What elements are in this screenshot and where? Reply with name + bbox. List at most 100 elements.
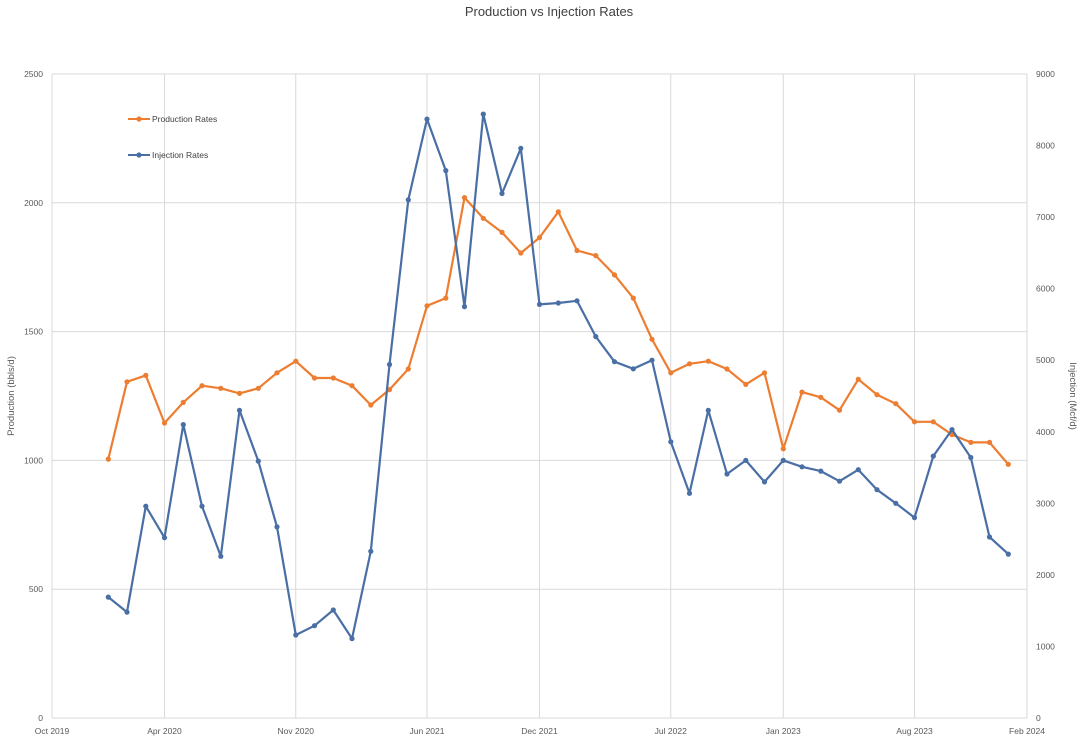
data-point	[518, 250, 524, 256]
left-tick-label: 2500	[24, 69, 43, 79]
right-tick-label: 6000	[1036, 284, 1055, 294]
data-point	[405, 197, 411, 203]
data-point	[893, 401, 899, 407]
data-point	[836, 478, 843, 484]
data-point	[855, 467, 861, 473]
data-point	[874, 487, 880, 493]
left-axis-ticks: 0 500 1000 1500 2000 2500	[24, 69, 43, 723]
right-tick-label: 3000	[1036, 498, 1055, 508]
data-point	[743, 457, 749, 463]
data-point	[330, 375, 336, 381]
left-tick-label: 1000	[24, 455, 43, 465]
data-point	[368, 402, 374, 408]
right-tick-label: 1000	[1036, 641, 1055, 651]
x-tick-label: Oct 2019	[35, 726, 70, 736]
data-point	[255, 385, 261, 391]
data-point	[236, 407, 243, 413]
x-tick-label: Nov 2020	[278, 726, 315, 736]
data-point	[574, 298, 580, 304]
data-point	[668, 370, 674, 376]
data-point	[143, 503, 149, 509]
data-point	[480, 111, 486, 117]
data-point	[199, 383, 205, 389]
data-point	[199, 503, 205, 509]
data-point	[724, 366, 730, 372]
data-point	[349, 383, 355, 389]
data-point	[930, 453, 936, 459]
data-point	[743, 381, 749, 387]
series-production-rates	[105, 195, 1011, 467]
data-point	[218, 553, 224, 559]
series-line-injection-rates	[107, 112, 1010, 640]
data-point	[1005, 461, 1011, 467]
left-tick-label: 0	[38, 713, 43, 723]
x-axis-ticks: Oct 2019 Apr 2020 Nov 2020 Jun 2021 Dec 2021…	[35, 726, 1045, 736]
data-point	[274, 370, 280, 376]
x-tick-label: Dec 2021	[521, 726, 558, 736]
legend-marker-injection	[136, 152, 142, 158]
data-point	[611, 272, 618, 278]
right-tick-label: 9000	[1036, 69, 1055, 79]
chart-title: Production vs Injection Rates	[465, 4, 634, 19]
data-point	[968, 439, 974, 445]
x-tick-label: Jan 2023	[766, 726, 801, 736]
data-point	[293, 632, 299, 638]
data-point	[649, 357, 655, 363]
data-point	[799, 464, 805, 470]
data-point	[593, 334, 599, 340]
data-point	[480, 215, 486, 221]
data-point	[424, 116, 430, 122]
data-point	[124, 609, 130, 615]
right-tick-label: 5000	[1036, 355, 1055, 365]
data-point	[986, 439, 993, 445]
data-point	[930, 419, 936, 425]
data-point	[893, 500, 899, 506]
data-point	[443, 295, 449, 301]
data-point	[236, 390, 243, 396]
x-tick-label: Apr 2020	[147, 726, 182, 736]
data-point	[349, 636, 355, 642]
data-point	[255, 458, 261, 464]
data-point	[911, 419, 918, 425]
data-point	[780, 446, 786, 452]
data-point	[818, 468, 824, 474]
right-axis-label: Injection (Mcf/d)	[1067, 362, 1078, 430]
data-point	[424, 303, 430, 309]
data-point	[218, 385, 224, 391]
data-point	[836, 407, 843, 413]
data-point	[593, 253, 599, 259]
data-point	[330, 607, 336, 613]
data-point	[386, 361, 393, 368]
data-point	[799, 389, 805, 395]
data-point	[761, 479, 768, 485]
left-tick-label: 2000	[24, 198, 43, 208]
legend-marker-production	[136, 116, 142, 122]
data-point	[630, 366, 636, 372]
right-tick-label: 8000	[1036, 141, 1055, 151]
data-point	[686, 361, 693, 367]
data-point	[761, 370, 768, 376]
data-point	[443, 168, 449, 174]
data-point	[855, 376, 861, 382]
series-line-production-rates	[107, 196, 1010, 466]
data-point	[180, 399, 186, 405]
left-tick-label: 500	[29, 584, 43, 594]
left-tick-label: 1500	[24, 327, 43, 337]
data-point	[405, 366, 411, 372]
data-point	[911, 515, 918, 521]
legend-item-production: Production Rates	[128, 114, 217, 124]
data-point	[293, 358, 299, 364]
legend-item-injection: Injection Rates	[128, 150, 208, 160]
data-point	[949, 427, 955, 433]
data-point	[518, 145, 524, 151]
data-point	[274, 524, 280, 530]
left-axis-label: Production (bbls/d)	[6, 356, 17, 436]
x-tick-label: Jul 2022	[655, 726, 687, 736]
data-point	[499, 190, 505, 197]
data-point	[536, 301, 543, 307]
series-injection-rates	[105, 111, 1011, 642]
series-layer	[105, 111, 1011, 642]
data-point	[311, 375, 318, 381]
data-point	[461, 304, 468, 310]
